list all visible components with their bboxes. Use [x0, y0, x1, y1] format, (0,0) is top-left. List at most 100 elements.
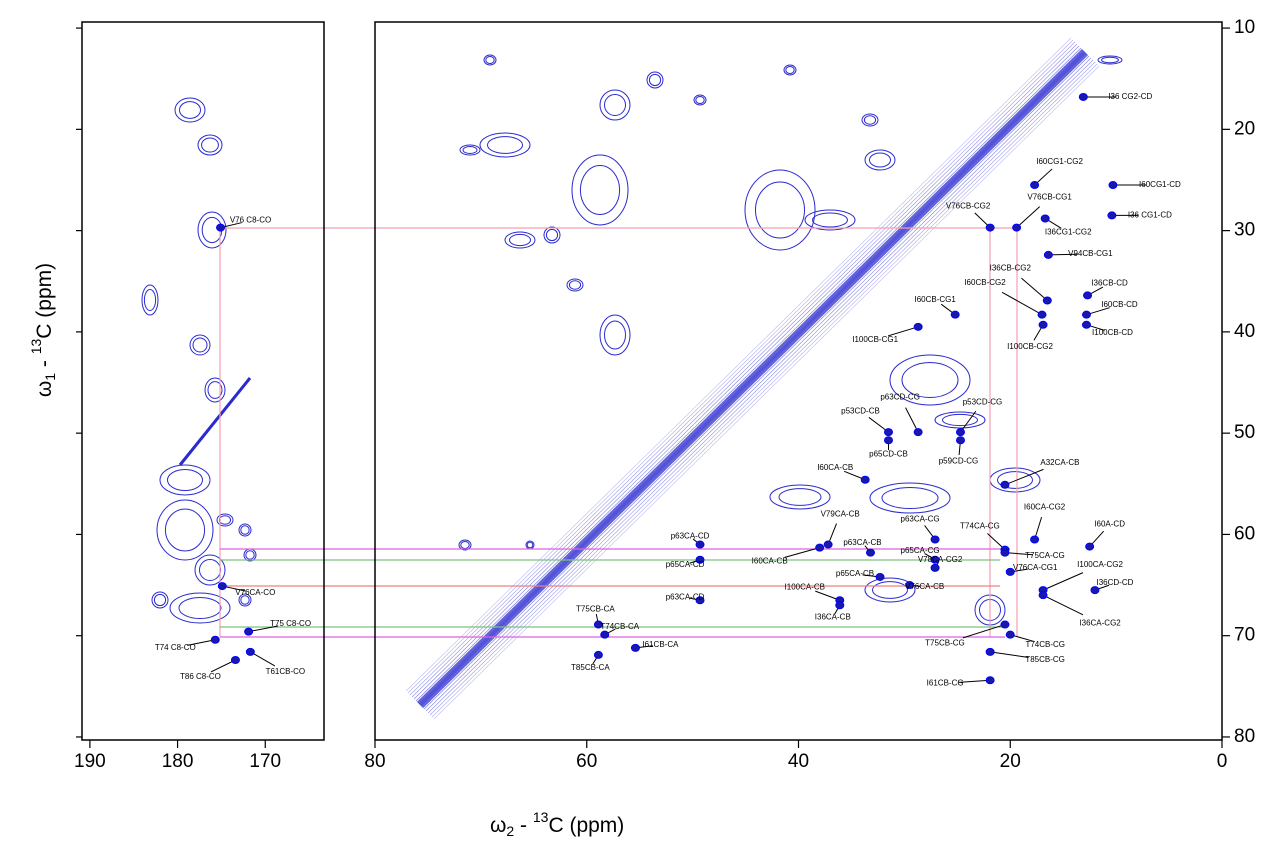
left-panel-frame	[81, 21, 325, 741]
contour-blob	[864, 149, 896, 171]
x-tick-label: 20	[1000, 751, 1021, 772]
peak-leader	[1048, 253, 1078, 256]
contour-blob	[174, 97, 206, 123]
contour-blob	[997, 471, 1033, 489]
contour-blob	[238, 593, 252, 607]
peak	[823, 540, 833, 549]
peak-label: V76CA-CG1	[1013, 563, 1058, 572]
contour-blob	[167, 469, 203, 491]
peak	[930, 555, 940, 564]
peak-label: I60CB-CG1	[915, 295, 957, 304]
peak-label: I60CB-CD	[1101, 300, 1138, 309]
peak-label: p63CA-CD	[666, 592, 705, 601]
contour-blob	[566, 278, 584, 292]
y-tick-label: 60	[1234, 523, 1255, 544]
y-tick-label: 70	[1234, 625, 1255, 646]
peak-label: I100CA-CG2	[1077, 560, 1123, 569]
contour-blob	[207, 381, 223, 399]
peak-label: p65CD-CB	[869, 449, 908, 458]
peak-label: V76CA-CB	[905, 582, 944, 591]
contour-blob	[485, 56, 495, 64]
contour-blob	[695, 96, 705, 104]
contour-blob	[526, 541, 534, 549]
peak	[1081, 310, 1091, 319]
peak	[930, 535, 940, 544]
contour-blob	[571, 154, 629, 226]
y-tick-label: 20	[1234, 118, 1255, 139]
x-tick-label: 180	[162, 751, 194, 772]
peak-label: I36CA-CB	[815, 612, 851, 621]
peak-label: T75CB-CA	[576, 605, 615, 614]
peak	[1083, 291, 1093, 300]
x-axis-label-part: 2	[506, 823, 514, 839]
contour-blob	[881, 487, 939, 509]
peak-label: V79CA-CB	[821, 510, 860, 519]
peak-label: T85CB-CG	[1025, 655, 1065, 664]
peak-leader	[210, 659, 236, 673]
peak-label: I36CA-CG2	[1079, 618, 1121, 627]
x-axis-label-part: ω	[490, 814, 506, 837]
diagonal-ridge	[411, 43, 1078, 698]
peak	[695, 540, 705, 549]
contour-blob	[504, 231, 536, 249]
peak	[1005, 567, 1015, 576]
peak-label: T85CB-CA	[571, 663, 610, 672]
contour-blob	[197, 211, 227, 249]
peak	[245, 647, 255, 656]
peak-label: T75CA-CG	[1025, 551, 1065, 560]
peak-label: I60A-CD	[1094, 520, 1125, 529]
y-axis-label: ω1 - 13C (ppm)	[28, 263, 58, 397]
contour-blob	[604, 320, 626, 350]
peak-leader	[962, 624, 1006, 639]
contour-blob	[204, 377, 226, 403]
diagonal-ridge	[418, 50, 1087, 707]
x-tick-label: 170	[249, 751, 281, 772]
contour-blob	[1097, 55, 1123, 65]
peak-label: I61CB-CA	[642, 640, 679, 649]
contour-blob	[869, 152, 891, 168]
contour-blob	[769, 484, 831, 510]
peak-leader	[1042, 572, 1084, 591]
peak	[593, 650, 603, 659]
panels: 190 180 170 V76 C8-CO V76CA-CO T75 C8-CO T74 C…	[74, 17, 1255, 772]
x-tick-label: 190	[74, 751, 106, 772]
peak	[695, 555, 705, 564]
contour-blob	[889, 354, 971, 406]
y-axis-label-part: ω	[33, 381, 56, 397]
peak-label: I60CA-CG2	[1024, 503, 1066, 512]
contour-blob	[812, 212, 848, 228]
peak	[955, 428, 965, 437]
peak-label: I61CB-CG	[927, 678, 964, 687]
peak-label: T74 C8-CO	[155, 643, 196, 652]
contour-blob	[156, 499, 214, 561]
contour-blob	[201, 137, 219, 153]
peak	[1038, 591, 1048, 600]
contour-blob	[744, 169, 816, 251]
peak	[1042, 296, 1052, 305]
peak	[1037, 310, 1047, 319]
peak-label: V94CB-CG1	[1068, 249, 1113, 258]
peak-label: p53CD-CB	[841, 406, 880, 415]
contour-blob	[245, 550, 255, 560]
peak-label: V76CB-CG2	[946, 202, 991, 211]
contour-blob	[153, 593, 167, 607]
peak	[985, 676, 995, 685]
diagonal-ridge	[178, 377, 252, 466]
peak-label: A32CA-CB	[1040, 458, 1079, 467]
contour-blob	[141, 284, 159, 316]
peak-leader	[1004, 468, 1044, 486]
contour-blob	[579, 165, 621, 215]
peak-label: I60CA-CB	[752, 557, 788, 566]
diagonal-ridge	[425, 57, 1092, 712]
peak-leader	[1004, 552, 1033, 556]
peak	[244, 627, 254, 636]
contour-blob	[543, 226, 561, 244]
contour-blob	[934, 411, 986, 429]
contour-blob	[568, 280, 582, 290]
peak-leader	[784, 547, 820, 558]
contour-blob	[864, 577, 916, 603]
peak	[217, 582, 227, 591]
peak	[1043, 250, 1053, 259]
x-tick-label: 40	[788, 751, 809, 772]
